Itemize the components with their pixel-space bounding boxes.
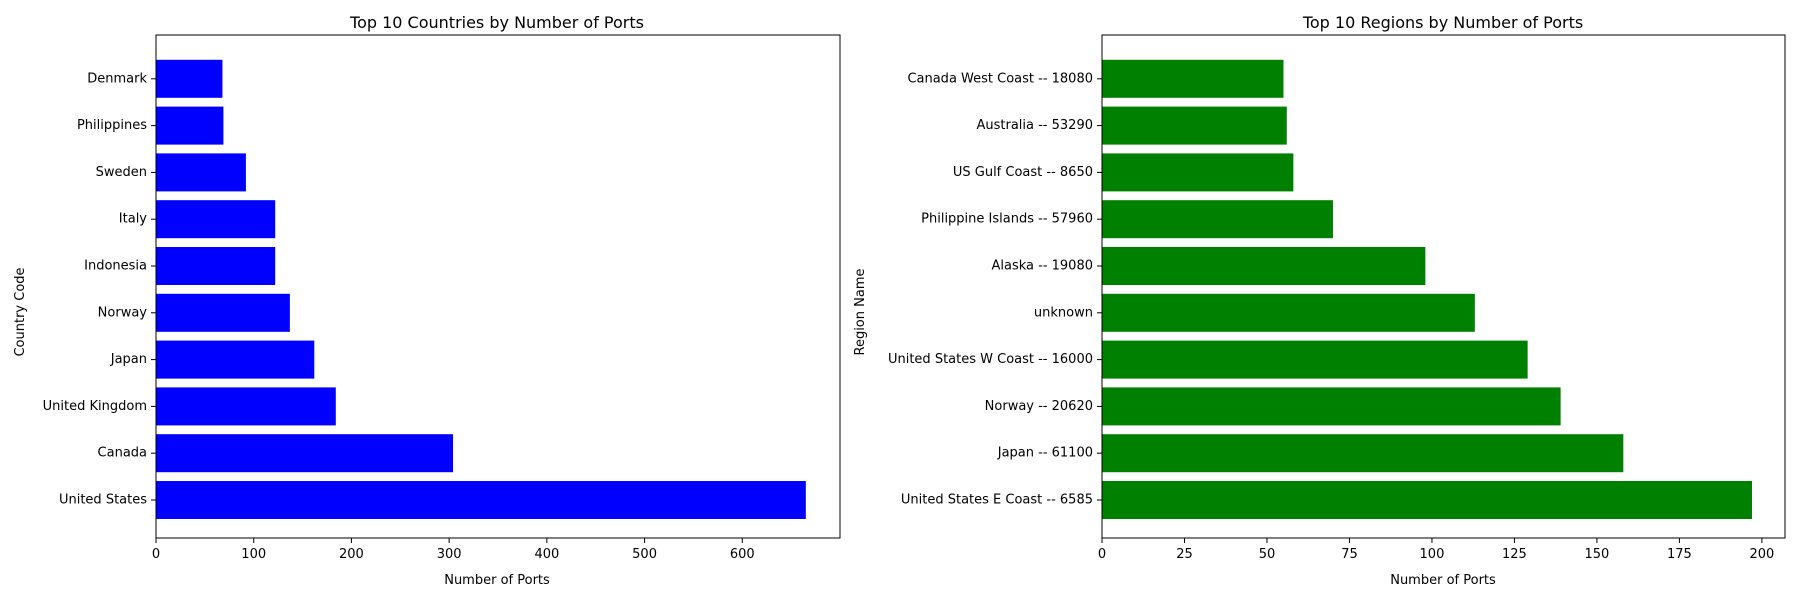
x-tick-label: 400 [534,547,559,562]
plot-frame [155,34,841,539]
y-tick-label: Canada [98,446,147,461]
x-axis-label: Number of Ports [1390,573,1496,588]
y-tick-label: Alaska -- 19080 [991,259,1093,274]
bar [1102,106,1287,145]
x-tick-label: 100 [1420,547,1445,562]
chart-title: Top 10 Regions by Number of Ports [1302,13,1583,32]
x-tick-label: 100 [241,547,266,562]
y-tick-label: Canada West Coast -- 18080 [907,71,1093,86]
y-tick-label: Norway [98,305,148,320]
y-tick-label: Indonesia [84,259,147,274]
y-tick-label: Philippines [77,118,147,133]
y-tick-label: Australia -- 53290 [976,118,1093,133]
y-tick-label: unknown [1034,305,1093,320]
y-ticks-group: United States E Coast -- 6585 Japan -- 61… [888,71,1102,508]
x-tick-label: 25 [1176,547,1193,562]
bar [1102,200,1333,239]
bar [156,481,806,519]
x-tick-label: 0 [152,547,160,562]
bar [1102,340,1528,379]
x-ticks-group: 0 100 200 300 400 500 600 [152,538,755,562]
y-axis-label: Region Name [853,269,868,356]
bar [156,106,224,145]
bars-group [1102,59,1753,519]
x-axis-label: Number of Ports [444,573,550,588]
regions-chart: Top 10 Regions by Number of Ports Number… [853,13,1786,588]
bar [1102,247,1426,285]
bar [156,153,246,192]
y-axis-label: Country Code [13,267,28,356]
bar [1102,434,1624,473]
plot-frame [1101,34,1786,539]
x-tick-label: 150 [1585,547,1610,562]
x-tick-label: 300 [437,547,462,562]
bar [156,200,276,239]
y-tick-label: Japan [110,352,147,367]
bar [1102,387,1561,426]
bar [1102,153,1294,192]
x-tick-label: 500 [632,547,657,562]
x-tick-label: 200 [339,547,364,562]
y-tick-label: Japan -- 61100 [997,446,1093,461]
x-ticks-group: 0 25 50 75 100 125 150 175 200 [1098,538,1774,562]
bar [156,293,290,332]
y-ticks-group: United States Canada United Kingdom Japan No… [43,71,156,508]
x-tick-label: 0 [1098,547,1106,562]
bar [156,387,336,426]
bars-group [156,59,806,519]
bar [156,434,454,473]
y-tick-label: Philippine Islands -- 57960 [921,212,1093,227]
x-tick-label: 600 [730,547,755,562]
y-tick-label: United States [59,493,147,508]
y-tick-label: US Gulf Coast -- 8650 [953,165,1093,180]
y-tick-label: United States W Coast -- 16000 [888,352,1093,367]
bar [156,59,223,98]
x-tick-label: 75 [1341,547,1358,562]
countries-chart: Top 10 Countries by Number of Ports Numb… [13,13,841,588]
y-tick-label: Denmark [87,71,147,86]
y-tick-label: Sweden [96,165,147,180]
y-tick-label: Italy [119,212,148,227]
bar [1102,481,1753,519]
bar [156,340,315,379]
y-tick-label: United States E Coast -- 6585 [901,493,1093,508]
x-tick-label: 125 [1502,547,1527,562]
x-tick-label: 50 [1259,547,1276,562]
bar [156,247,276,285]
bar [1102,293,1475,332]
x-tick-label: 175 [1667,547,1692,562]
y-tick-label: Norway -- 20620 [985,399,1093,414]
x-tick-label: 200 [1749,547,1774,562]
y-tick-label: United Kingdom [43,399,147,414]
chart-title: Top 10 Countries by Number of Ports [349,13,644,32]
bar [1102,59,1284,98]
